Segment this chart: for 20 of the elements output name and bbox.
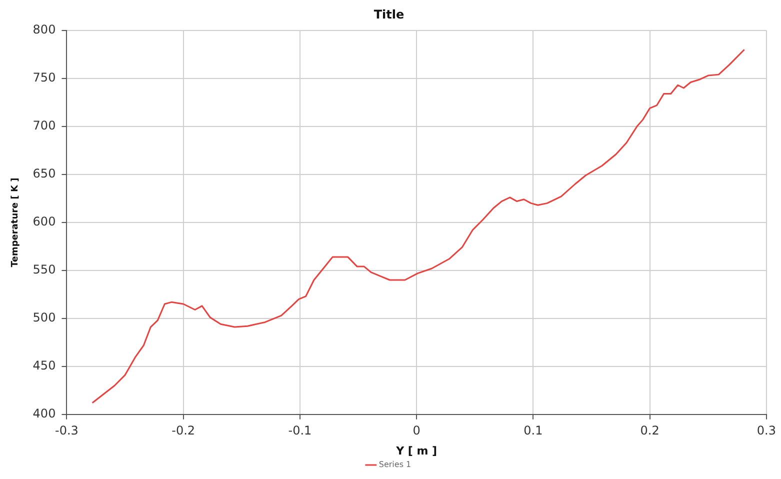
x-tick-label: -0.1 [288,424,312,438]
x-tick-label: 0.1 [524,424,543,438]
y-tick-label: 750 [32,70,56,85]
y-tick-label: 800 [32,22,56,37]
x-tick-label: -0.3 [54,424,78,438]
x-tick-label: 0.2 [640,424,660,438]
y-tick-label: 600 [32,214,56,229]
x-tick-label: 0.3 [756,424,776,438]
x-axis-title: Y [ m ] [395,444,438,458]
y-tick-label: 550 [32,262,56,277]
y-tick-label: 400 [32,406,56,421]
y-tick-label: 500 [32,310,56,325]
y-axis-title: Temperature [ K ] [10,178,21,268]
x-tick-label: 0 [412,424,420,438]
y-tick-label: 650 [32,166,56,181]
y-tick-label: 450 [32,358,56,373]
legend-label: Series 1 [378,460,412,470]
y-tick-label: 700 [32,118,56,133]
chart-title: Title [374,7,404,22]
x-tick-label: -0.2 [172,424,196,438]
